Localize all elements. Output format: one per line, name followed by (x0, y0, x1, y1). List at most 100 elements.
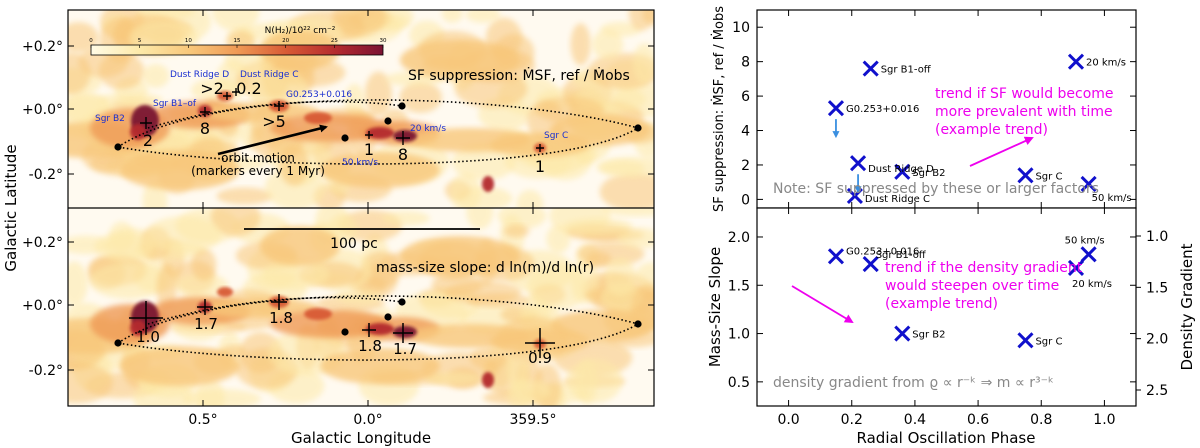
orbit-motion-label-2: (markers every 1 Myr) (191, 164, 325, 178)
dust-blob (332, 10, 386, 37)
point-label: G0.253+0.016 (846, 246, 919, 257)
value-dust-ridge-d: >2 (200, 79, 224, 98)
point-label: G0.253+0.016 (846, 104, 919, 115)
map-ticks (68, 10, 654, 406)
dust-blob (441, 10, 463, 23)
top-map-title: SF suppression: ṀSF, ref / Ṁobs (408, 66, 630, 84)
xtick-label: 0.2 (841, 412, 863, 428)
dust-blob (142, 63, 170, 88)
point-label: Sgr B2 (912, 330, 945, 341)
xtick-label: 0.0 (777, 412, 799, 428)
point-label: Sgr B1-off (881, 65, 932, 76)
dust-ridge (320, 152, 440, 188)
dust-core (366, 127, 394, 139)
label-dust-ridge-c: Dust Ridge C (240, 70, 299, 80)
data-point (862, 60, 879, 77)
dust-blob (503, 224, 530, 238)
data-point (1017, 332, 1034, 349)
trend-text: (example trend) (935, 122, 1048, 138)
label-20kms: 20 km/s (410, 124, 446, 134)
xtick-label: 0.4 (904, 412, 926, 428)
plot-frame (756, 9, 1137, 209)
xtick-label: 0.8 (1030, 412, 1052, 428)
point-label: 20 km/s (1072, 279, 1112, 290)
ytick-label: 8 (741, 55, 750, 71)
label-50kms: 50 km/s (342, 158, 378, 168)
colorbar-tick-label: 15 (234, 38, 241, 44)
dust-blob (570, 23, 591, 66)
value-50kms-top: 1 (364, 140, 374, 159)
colorbar-tick-label: 20 (282, 38, 289, 44)
dust-blob (527, 262, 588, 311)
map-ytick-top-1: +0.2° (22, 39, 63, 55)
ytick-label: 0 (741, 192, 750, 208)
dust-blob (145, 216, 222, 254)
dust-blob (465, 10, 501, 23)
data-point (862, 255, 879, 273)
point-label: Sgr B2 (912, 168, 945, 179)
point-label: Sgr C (1035, 336, 1062, 347)
ylabel-right: Density Gradient (1178, 243, 1196, 370)
dust-core (304, 112, 332, 124)
dust-blob (602, 208, 654, 217)
value-sgr-c-bottom: 0.9 (528, 349, 552, 367)
map-ytick-top-3: -0.2° (29, 167, 63, 183)
map-top-panel (68, 10, 654, 208)
dust-blob (449, 172, 481, 208)
ytick-right-label: 1.5 (1146, 280, 1168, 296)
map-xtick-1: 0.5° (188, 412, 217, 428)
cloud-crosses-top (140, 88, 544, 152)
dust-ridge (120, 346, 240, 386)
point-label: 20 km/s (1086, 58, 1126, 69)
dust-core (366, 323, 394, 335)
scale-bar-label: 100 pc (330, 236, 378, 252)
colorbar-tick-label: 10 (185, 38, 192, 44)
dust-ridge (200, 298, 320, 318)
dust-core (393, 130, 417, 142)
colorbar-tick-label: 25 (331, 38, 338, 44)
orbit-markers-bottom (114, 298, 642, 347)
value-sgr-b2-bottom: 1.0 (136, 328, 160, 346)
map-ytick-bot-3: -0.2° (29, 363, 63, 379)
point-label: 50 km/s (1065, 235, 1105, 246)
ytick-label: 6 (741, 89, 750, 105)
ytick-label: 1.5 (728, 278, 750, 294)
dust-blob (586, 251, 612, 268)
value-dust-ridge-c: 0.2 (236, 79, 261, 98)
dust-ridge (320, 348, 440, 384)
dust-ridge (200, 102, 320, 122)
data-point (1067, 53, 1085, 70)
point-label: Sgr C (1035, 171, 1062, 182)
dust-core (482, 176, 494, 192)
ytick-label: 1.0 (728, 327, 750, 343)
dust-blob (68, 261, 88, 306)
dust-blob (364, 71, 393, 116)
value-sgr-b1-top: 8 (200, 119, 210, 138)
dust-blob (512, 379, 551, 405)
dust-ridge (270, 114, 390, 142)
data-point (894, 163, 911, 180)
dust-blob (466, 293, 530, 308)
point-label: Dust Ridge C (865, 194, 930, 205)
map-xtick-2: 0.0° (353, 412, 382, 428)
dust-blob (399, 81, 442, 113)
label-g0253: G0.253+0.016 (286, 90, 352, 100)
value-sgr-b1-bottom: 1.7 (194, 315, 218, 333)
dust-blob (174, 273, 229, 299)
map-ytick-bot-2: +0.0° (22, 298, 63, 314)
data-point (827, 248, 845, 265)
map-ylabel: Galactic Latitude (2, 144, 20, 271)
data-point (1067, 259, 1085, 276)
ytick-right-label: 1.0 (1146, 229, 1168, 245)
note-text: Note: SF suppressed by these or larger f… (773, 181, 1099, 197)
dust-blob (239, 332, 283, 374)
ytick-label: 2 (741, 158, 750, 174)
point-label: 50 km/s (1092, 193, 1132, 204)
dust-core (393, 326, 417, 338)
value-20kms-bottom: 1.7 (393, 340, 417, 358)
dust-blob (575, 359, 598, 405)
dust-core (482, 372, 494, 388)
colorbar-label: N(H₂)/10²² cm⁻² (265, 26, 336, 36)
colorbar: 0 5 10 15 20 25 30 N(H₂)/10²² cm⁻² (89, 26, 387, 56)
